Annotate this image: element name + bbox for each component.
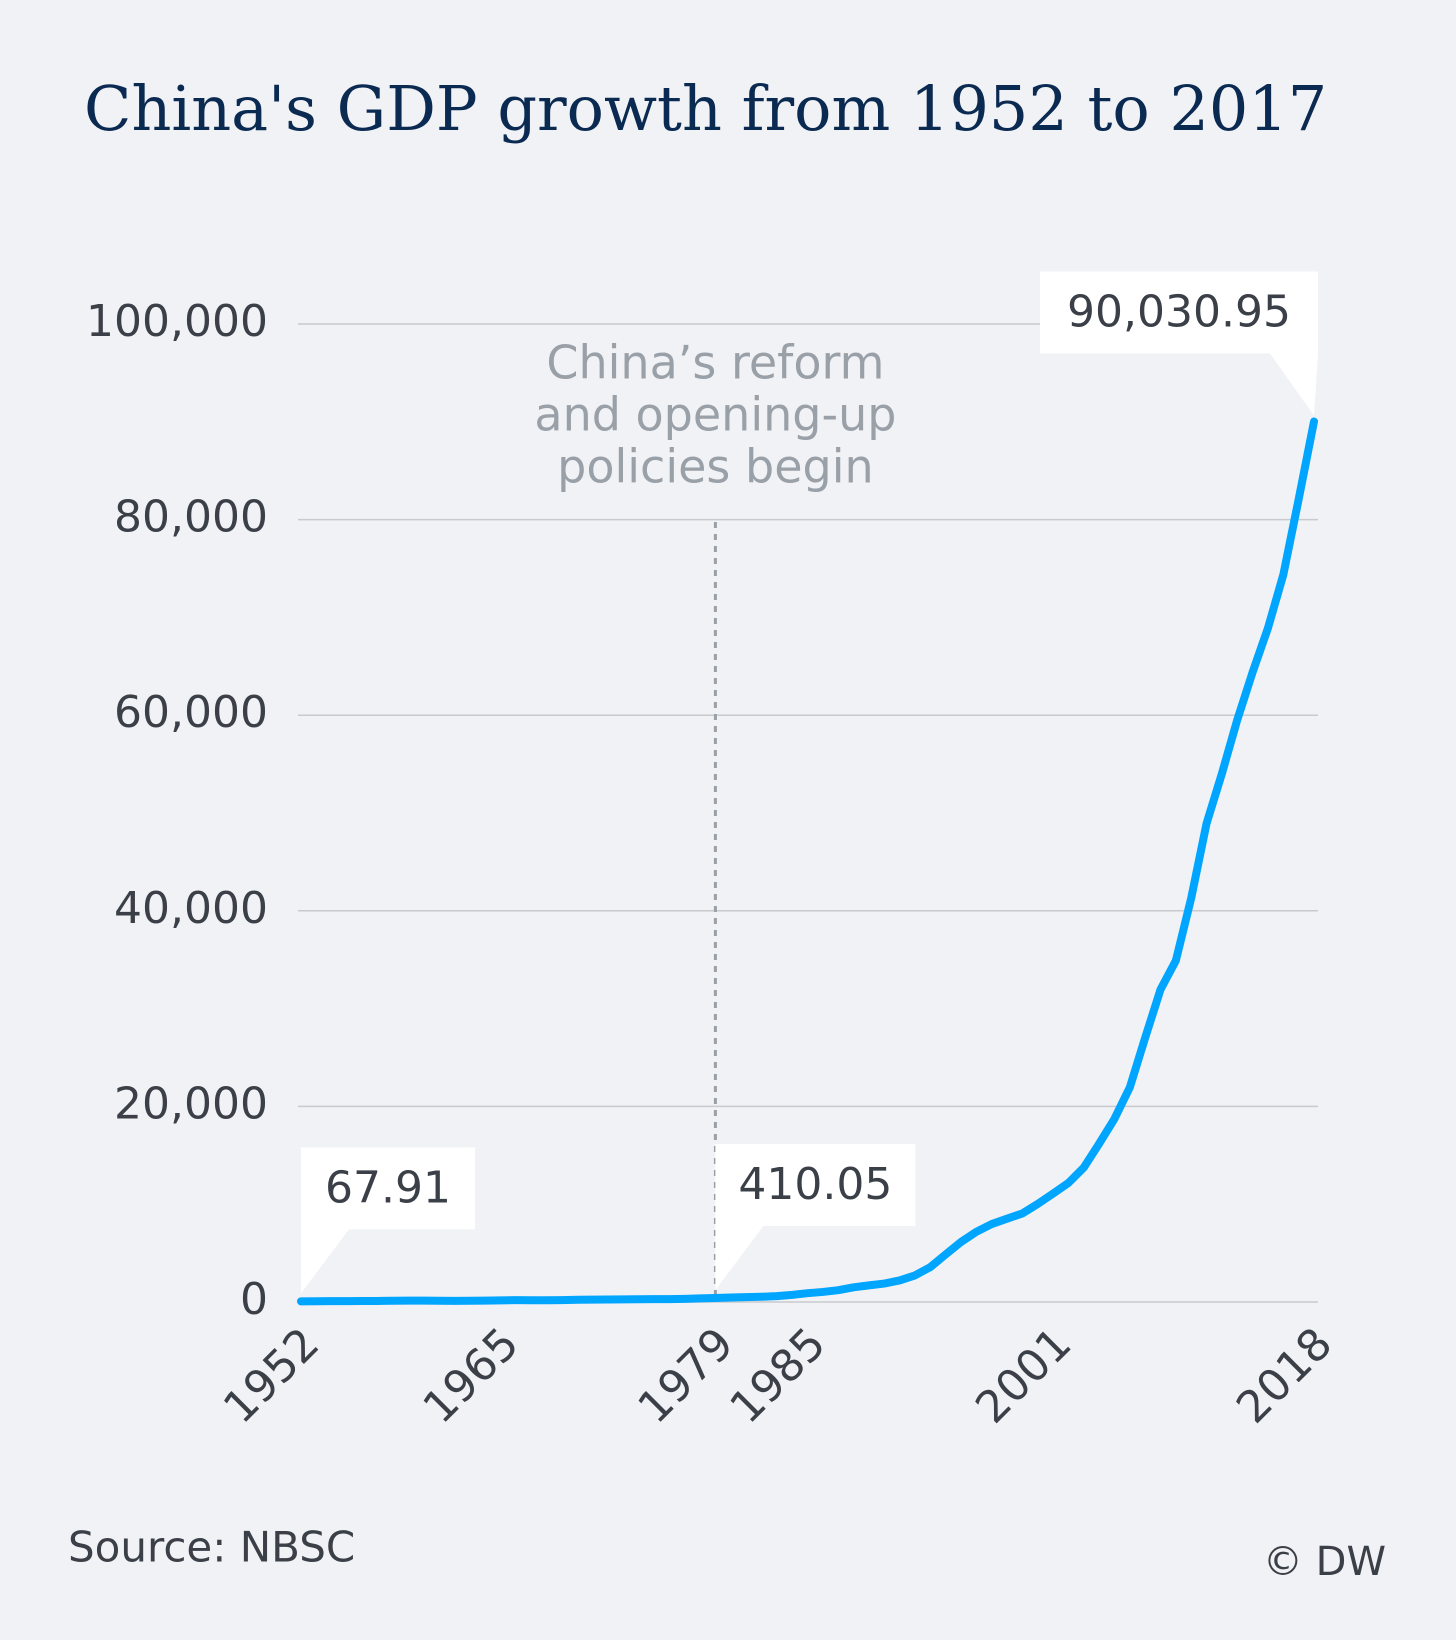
- data-label-text: 90,030.95: [1067, 286, 1291, 337]
- y-tick-label: 20,000: [114, 1078, 268, 1129]
- data-label-text: 67.91: [325, 1162, 451, 1213]
- annotation-text: China’s reform: [546, 336, 884, 390]
- data-label: 90,030.95: [1040, 271, 1318, 416]
- y-tick-label: 100,000: [86, 296, 268, 347]
- credit: © DW: [1263, 1539, 1386, 1585]
- chart-title: China's GDP growth from 1952 to 2017: [84, 72, 1327, 145]
- annotation-text: policies begin: [557, 440, 874, 494]
- y-tick-label: 60,000: [114, 687, 268, 738]
- data-line: [297, 417, 1318, 1306]
- y-tick-label: 80,000: [114, 492, 268, 543]
- label-box: [715, 1143, 916, 1290]
- data-label: 410.05: [715, 1143, 916, 1290]
- annotation-text: and opening-up: [534, 388, 896, 442]
- label-box: [1040, 271, 1318, 416]
- data-label-text: 410.05: [738, 1159, 892, 1210]
- label-box: [301, 1147, 475, 1294]
- y-tick-label: 40,000: [114, 883, 268, 934]
- data-label: 67.91: [301, 1147, 475, 1294]
- y-tick-label: 0: [240, 1274, 268, 1325]
- source: Source: NBSC: [68, 1523, 355, 1572]
